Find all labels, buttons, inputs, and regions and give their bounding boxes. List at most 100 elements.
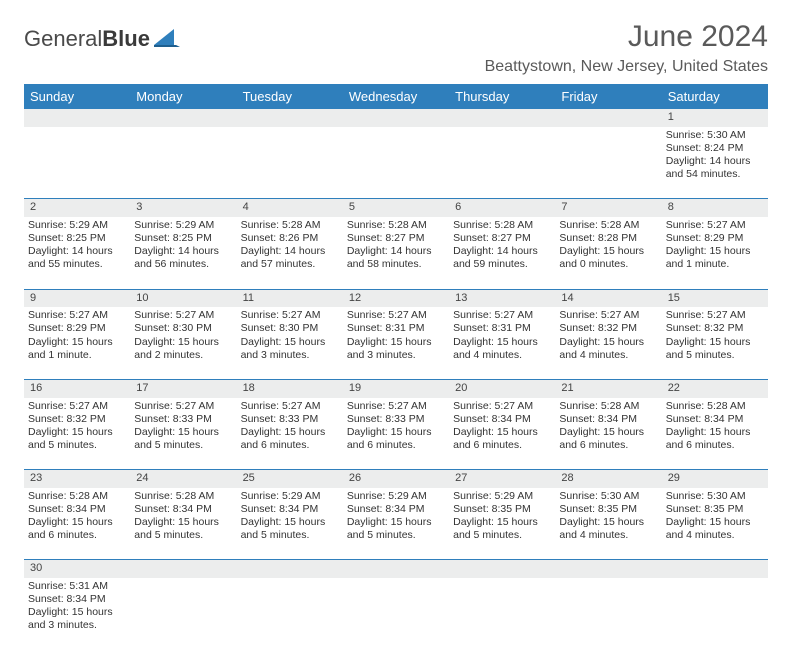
day-number-cell: 24 [130,470,236,488]
sunset-text: Sunset: 8:30 PM [241,322,339,335]
day-cell: Sunrise: 5:27 AMSunset: 8:32 PMDaylight:… [555,307,661,379]
daylight-text: Daylight: 15 hours and 2 minutes. [134,336,232,362]
daylight-text: Daylight: 14 hours and 56 minutes. [134,245,232,271]
sunset-text: Sunset: 8:29 PM [666,232,764,245]
daylight-text: Daylight: 15 hours and 6 minutes. [453,426,551,452]
day-cell [449,578,555,650]
daylight-text: Daylight: 15 hours and 5 minutes. [28,426,126,452]
day-cell: Sunrise: 5:28 AMSunset: 8:34 PMDaylight:… [555,398,661,470]
sunrise-text: Sunrise: 5:27 AM [28,309,126,322]
day-number-row: 1 [24,109,768,127]
header: GeneralBlue June 2024 Beattystown, New J… [24,20,768,76]
day-cell: Sunrise: 5:28 AMSunset: 8:28 PMDaylight:… [555,217,661,289]
day-number-cell: 30 [24,560,130,578]
day-number-cell: 17 [130,379,236,397]
day-cell [555,578,661,650]
day-number-cell: 12 [343,289,449,307]
day-cell [343,578,449,650]
sunset-text: Sunset: 8:27 PM [347,232,445,245]
weekday-header: Monday [130,84,236,109]
day-cell [343,127,449,199]
sunrise-text: Sunrise: 5:28 AM [559,219,657,232]
day-number-cell [449,560,555,578]
daylight-text: Daylight: 15 hours and 6 minutes. [666,426,764,452]
sunset-text: Sunset: 8:33 PM [241,413,339,426]
day-number-cell: 14 [555,289,661,307]
sunrise-text: Sunrise: 5:30 AM [666,129,764,142]
day-number-cell: 11 [237,289,343,307]
daylight-text: Daylight: 15 hours and 6 minutes. [559,426,657,452]
sunrise-text: Sunrise: 5:27 AM [559,309,657,322]
sunrise-text: Sunrise: 5:27 AM [666,219,764,232]
day-cell: Sunrise: 5:28 AMSunset: 8:34 PMDaylight:… [24,488,130,560]
day-cell [237,578,343,650]
weekday-header: Thursday [449,84,555,109]
daylight-text: Daylight: 15 hours and 6 minutes. [241,426,339,452]
day-cell: Sunrise: 5:27 AMSunset: 8:29 PMDaylight:… [662,217,768,289]
day-cell: Sunrise: 5:27 AMSunset: 8:34 PMDaylight:… [449,398,555,470]
day-number-cell [662,560,768,578]
day-number-cell: 5 [343,199,449,217]
day-number-cell: 4 [237,199,343,217]
sunrise-text: Sunrise: 5:27 AM [453,309,551,322]
daylight-text: Daylight: 15 hours and 1 minute. [666,245,764,271]
day-number-row: 23242526272829 [24,470,768,488]
sunrise-text: Sunrise: 5:30 AM [559,490,657,503]
sunset-text: Sunset: 8:35 PM [559,503,657,516]
sunset-text: Sunset: 8:34 PM [347,503,445,516]
location-text: Beattystown, New Jersey, United States [485,58,768,76]
sunrise-text: Sunrise: 5:29 AM [453,490,551,503]
sunset-text: Sunset: 8:31 PM [347,322,445,335]
day-number-cell: 21 [555,379,661,397]
day-number-cell: 1 [662,109,768,127]
day-number-row: 2345678 [24,199,768,217]
day-number-cell [237,560,343,578]
daylight-text: Daylight: 15 hours and 4 minutes. [453,336,551,362]
daylight-text: Daylight: 14 hours and 59 minutes. [453,245,551,271]
daylight-text: Daylight: 14 hours and 54 minutes. [666,155,764,181]
day-cell: Sunrise: 5:28 AMSunset: 8:27 PMDaylight:… [449,217,555,289]
daylight-text: Daylight: 15 hours and 3 minutes. [241,336,339,362]
day-cell: Sunrise: 5:28 AMSunset: 8:34 PMDaylight:… [662,398,768,470]
sunrise-text: Sunrise: 5:28 AM [241,219,339,232]
sunset-text: Sunset: 8:24 PM [666,142,764,155]
sunset-text: Sunset: 8:27 PM [453,232,551,245]
day-number-cell: 26 [343,470,449,488]
day-number-cell: 18 [237,379,343,397]
day-cell: Sunrise: 5:27 AMSunset: 8:30 PMDaylight:… [130,307,236,379]
day-number-cell: 19 [343,379,449,397]
daylight-text: Daylight: 15 hours and 5 minutes. [347,516,445,542]
day-number-row: 9101112131415 [24,289,768,307]
day-cell: Sunrise: 5:29 AMSunset: 8:34 PMDaylight:… [343,488,449,560]
calendar-body: 1Sunrise: 5:30 AMSunset: 8:24 PMDaylight… [24,109,768,650]
day-cell: Sunrise: 5:28 AMSunset: 8:34 PMDaylight:… [130,488,236,560]
sunset-text: Sunset: 8:25 PM [28,232,126,245]
day-cell [237,127,343,199]
sunrise-text: Sunrise: 5:28 AM [134,490,232,503]
sunset-text: Sunset: 8:26 PM [241,232,339,245]
day-number-cell [555,109,661,127]
sunrise-text: Sunrise: 5:27 AM [241,309,339,322]
day-number-cell [237,109,343,127]
day-number-cell: 23 [24,470,130,488]
daylight-text: Daylight: 15 hours and 3 minutes. [347,336,445,362]
day-number-cell: 6 [449,199,555,217]
day-cell: Sunrise: 5:27 AMSunset: 8:30 PMDaylight:… [237,307,343,379]
daylight-text: Daylight: 15 hours and 1 minute. [28,336,126,362]
sunrise-text: Sunrise: 5:28 AM [666,400,764,413]
day-cell [130,127,236,199]
title-block: June 2024 Beattystown, New Jersey, Unite… [485,20,768,76]
sail-icon [154,27,180,52]
day-cell: Sunrise: 5:28 AMSunset: 8:26 PMDaylight:… [237,217,343,289]
sunrise-text: Sunrise: 5:31 AM [28,580,126,593]
sunset-text: Sunset: 8:35 PM [453,503,551,516]
day-number-cell: 27 [449,470,555,488]
day-cell: Sunrise: 5:27 AMSunset: 8:31 PMDaylight:… [449,307,555,379]
sunrise-text: Sunrise: 5:28 AM [453,219,551,232]
day-number-cell [343,109,449,127]
day-number-cell: 10 [130,289,236,307]
day-cell: Sunrise: 5:27 AMSunset: 8:33 PMDaylight:… [130,398,236,470]
day-cell [449,127,555,199]
sunset-text: Sunset: 8:34 PM [28,593,126,606]
day-cell: Sunrise: 5:27 AMSunset: 8:31 PMDaylight:… [343,307,449,379]
